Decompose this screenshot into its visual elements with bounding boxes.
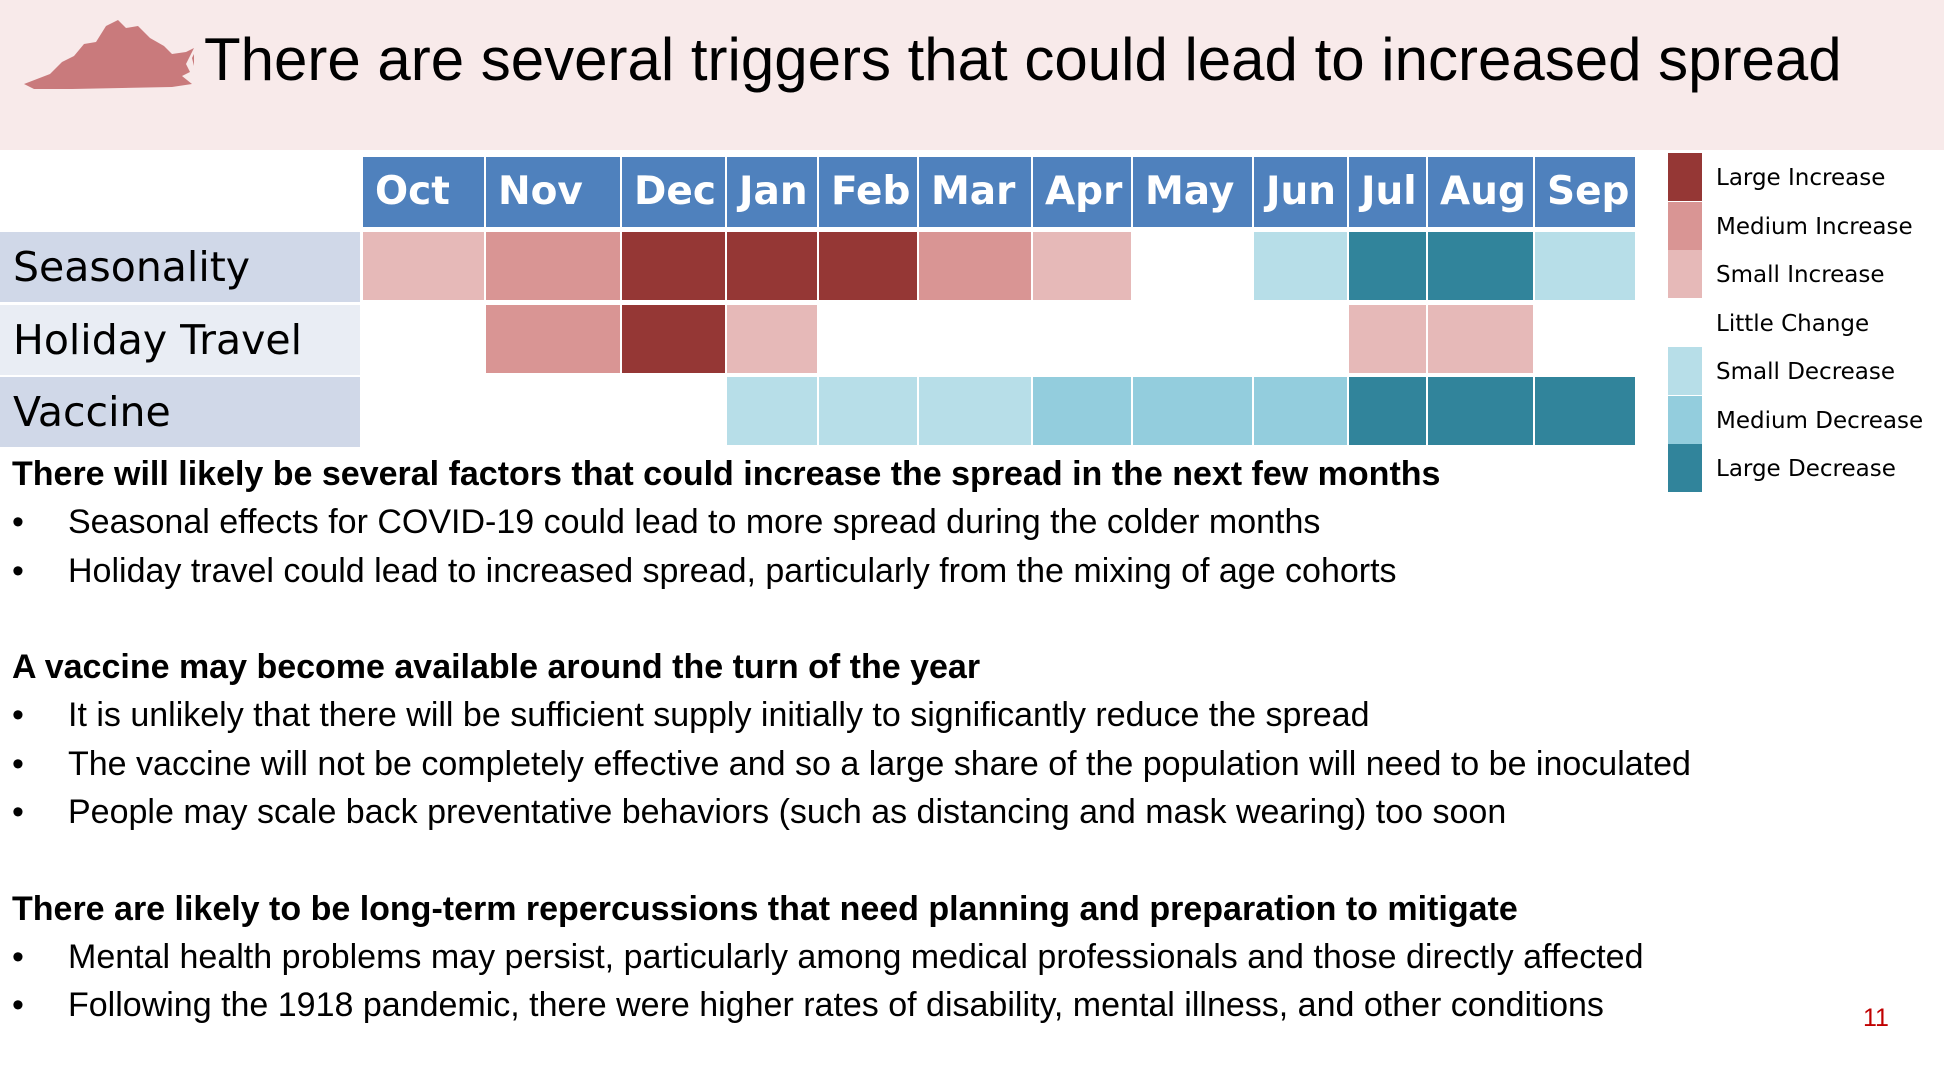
bullet-item: It is unlikely that there will be suffic… — [12, 691, 1932, 740]
slide-body-text: There will likely be several factors tha… — [12, 450, 1932, 1030]
heatmap-cell-small-increase — [1349, 305, 1428, 375]
legend-label: Medium Decrease — [1716, 407, 1924, 434]
heatmap-cell-medium-increase — [486, 232, 622, 302]
heatmap-cell-little-change — [363, 305, 486, 375]
heatmap-cell-large-decrease — [1428, 377, 1535, 447]
row-label: Vaccine — [0, 377, 360, 447]
month-header-nov: Nov — [486, 157, 622, 227]
legend-swatch-small-increase — [1668, 250, 1702, 298]
month-header-jan: Jan — [727, 157, 819, 227]
heatmap-cell-little-change — [919, 305, 1033, 375]
month-header-jun: Jun — [1254, 157, 1349, 227]
heatmap-cell-large-decrease — [1349, 232, 1428, 302]
heatmap-cell-large-increase — [727, 232, 819, 302]
legend-label: Small Increase — [1716, 262, 1885, 288]
heatmap-cell-medium-decrease — [1133, 377, 1254, 447]
heatmap-cell-little-change — [1133, 232, 1254, 302]
heatmap-cell-little-change — [1033, 305, 1133, 375]
heatmap-cell-little-change — [1535, 305, 1637, 375]
heatmap-cell-medium-increase — [486, 305, 622, 375]
heatmap-cell-small-decrease — [819, 377, 919, 447]
legend-swatch-large-increase — [1668, 153, 1702, 201]
heatmap-cell-little-change — [1133, 305, 1254, 375]
legend-label: Large Decrease — [1716, 456, 1896, 482]
section-heading: A vaccine may become available around th… — [12, 648, 981, 686]
heatmap-cell-little-change — [622, 377, 727, 447]
slide-header: There are several triggers that could le… — [0, 0, 1944, 150]
bullet-item: Seasonal effects for COVID-19 could lead… — [12, 498, 1932, 547]
page-number: 11 — [1863, 1004, 1889, 1032]
month-header-jul: Jul — [1349, 157, 1428, 227]
section-heading: There are likely to be long-term repercu… — [12, 889, 1518, 928]
month-header-may: May — [1133, 157, 1254, 227]
heatmap-cell-small-decrease — [1254, 232, 1349, 302]
heatmap-cell-little-change — [819, 305, 919, 375]
heatmap-cell-small-increase — [1033, 232, 1133, 302]
legend-swatch-large-decrease — [1668, 444, 1702, 492]
heatmap-cell-medium-increase — [919, 232, 1033, 302]
heatmap-cell-large-increase — [622, 232, 727, 302]
legend-label: Large Increase — [1716, 165, 1886, 191]
legend-swatch-medium-decrease — [1668, 395, 1702, 444]
slide-title: There are several triggers that could le… — [204, 26, 1842, 93]
month-header-feb: Feb — [819, 157, 919, 227]
heatmap-cell-small-increase — [727, 305, 819, 375]
bullet-item: Following the 1918 pandemic, there were … — [12, 981, 1932, 1030]
section-vaccine: A vaccine may become available around th… — [12, 643, 1932, 837]
virginia-map-icon — [24, 20, 194, 89]
section-heading: There will likely be several factors tha… — [12, 455, 1441, 493]
legend-swatch-small-decrease — [1668, 347, 1702, 395]
month-header-dec: Dec — [622, 157, 727, 227]
legend-label: Medium Increase — [1716, 213, 1913, 240]
bullet-item: Holiday travel could lead to increased s… — [12, 547, 1932, 596]
heatmap-cell-little-change — [1254, 305, 1349, 375]
row-label: Holiday Travel — [0, 305, 360, 375]
heatmap-cell-small-decrease — [727, 377, 819, 447]
heatmap-cell-medium-decrease — [1033, 377, 1133, 447]
legend-label: Small Decrease — [1716, 359, 1896, 385]
section-increase-factors: There will likely be several factors tha… — [12, 450, 1932, 595]
heatmap-cell-small-increase — [1428, 305, 1535, 375]
heatmap-cell-large-decrease — [1535, 377, 1637, 447]
heatmap-cell-large-decrease — [1428, 232, 1535, 302]
legend-label: Little Change — [1716, 310, 1870, 337]
legend-swatch-little-change — [1668, 298, 1702, 347]
section-long-term: There are likely to be long-term repercu… — [12, 885, 1932, 1030]
heatmap-cell-small-decrease — [919, 377, 1033, 447]
heatmap-cell-little-change — [363, 377, 486, 447]
row-label: Seasonality — [0, 232, 360, 302]
month-header-mar: Mar — [919, 157, 1033, 227]
heatmap-cell-little-change — [486, 377, 622, 447]
bullet-item: People may scale back preventative behav… — [12, 788, 1932, 837]
month-header-sep: Sep — [1535, 157, 1637, 227]
heatmap-cell-small-decrease — [1535, 232, 1637, 302]
month-header-apr: Apr — [1033, 157, 1133, 227]
heatmap-cell-large-decrease — [1349, 377, 1428, 447]
month-header-aug: Aug — [1428, 157, 1535, 227]
bullet-item: Mental health problems may persist, part… — [12, 933, 1932, 982]
heatmap-cell-medium-decrease — [1254, 377, 1349, 447]
legend-swatch-medium-increase — [1668, 201, 1702, 250]
heatmap-cell-large-increase — [622, 305, 727, 375]
heatmap-cell-large-increase — [819, 232, 919, 302]
month-header-oct: Oct — [363, 157, 486, 227]
heatmap-cell-small-increase — [363, 232, 486, 302]
bullet-item: The vaccine will not be completely effec… — [12, 740, 1932, 789]
